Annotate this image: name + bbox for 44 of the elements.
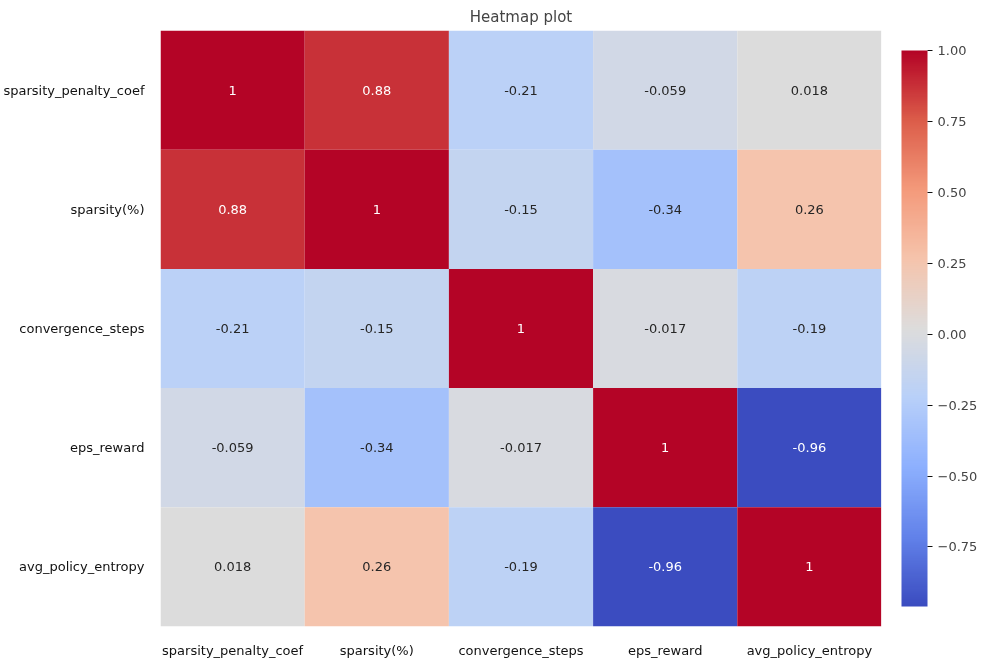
data-label: 1 <box>661 440 670 456</box>
x-tick-label: sparsity(%) <box>339 642 414 658</box>
data-label: 0.26 <box>362 559 392 575</box>
data-label: -0.34 <box>359 440 394 456</box>
data-label: 0.26 <box>794 201 824 217</box>
color-bar-label: −0.75 <box>937 539 978 555</box>
chart-title: Heatmap plot <box>469 7 573 26</box>
data-label: 1 <box>228 82 237 98</box>
data-label: -0.017 <box>644 321 687 336</box>
data-label: 0.018 <box>213 559 252 575</box>
data-label: -0.96 <box>648 559 683 575</box>
data-label: 1 <box>372 201 381 217</box>
y-tick-label: avg_policy_entropy <box>19 559 145 575</box>
x-tick-label: convergence_steps <box>458 642 584 658</box>
color-bar-label: 0.00 <box>937 326 967 342</box>
data-label: 1 <box>805 559 814 575</box>
color-bar-label: 1.00 <box>937 43 967 58</box>
y-tick-label: sparsity(%) <box>70 201 145 217</box>
data-label: -0.017 <box>500 440 542 456</box>
color-bar-label: 0.25 <box>937 255 967 271</box>
data-label: -0.15 <box>359 321 394 336</box>
data-label: 0.018 <box>790 82 829 98</box>
color-bar-label: −0.50 <box>937 468 978 484</box>
y-tick-label: sparsity_penalty_coef <box>3 82 145 98</box>
data-label: -0.21 <box>504 82 538 98</box>
data-label: -0.19 <box>792 321 827 336</box>
color-bar-label: −0.25 <box>937 397 978 413</box>
data-label: -0.059 <box>644 82 687 98</box>
data-label: -0.96 <box>792 440 827 456</box>
data-label: -0.34 <box>648 201 683 217</box>
y-tick-label: eps_reward <box>69 440 145 456</box>
x-tick-label: sparsity_penalty_coef <box>162 642 304 658</box>
data-label: 0.88 <box>362 82 392 98</box>
data-label: -0.19 <box>504 559 538 575</box>
data-label: 1 <box>516 321 526 336</box>
data-label: -0.21 <box>215 321 250 336</box>
data-label: -0.15 <box>504 201 538 217</box>
data-label: -0.059 <box>211 440 254 456</box>
data-label: 0.88 <box>218 201 248 217</box>
color-bar-label: 0.50 <box>937 184 967 200</box>
x-tick-label: avg_policy_entropy <box>746 642 873 658</box>
y-tick-label: convergence_steps <box>19 321 145 336</box>
color-bar-label: 0.75 <box>937 113 967 129</box>
x-tick-label: eps_reward <box>627 642 703 658</box>
